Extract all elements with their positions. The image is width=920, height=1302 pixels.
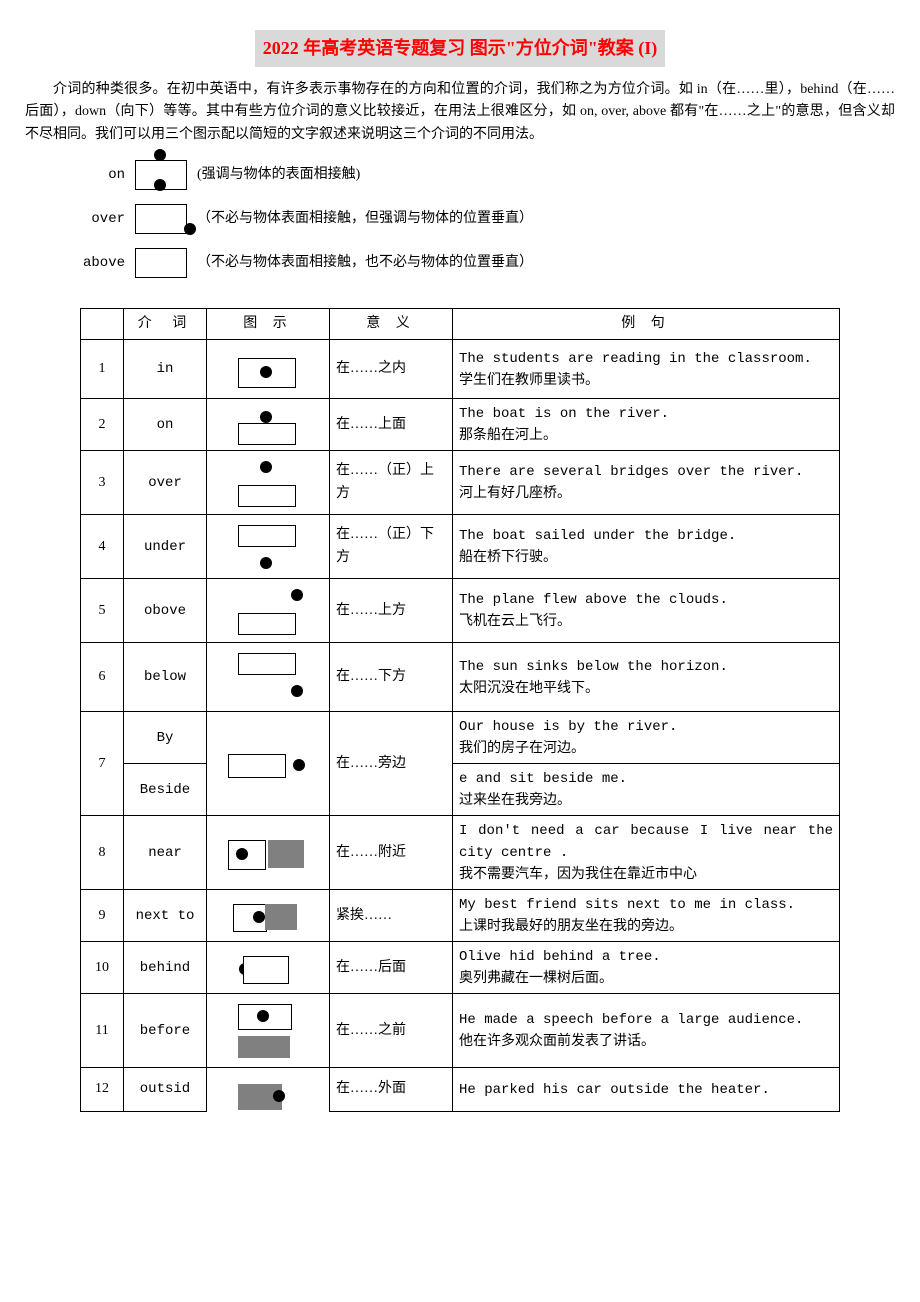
table-row: 5 obove 在……上方 The plane flew above the c… — [81, 579, 840, 643]
example-cell: There are several bridges over the river… — [453, 451, 840, 515]
example-cell: My best friend sits next to me in class.… — [453, 890, 840, 942]
prep-cell: behind — [124, 942, 207, 994]
row-num: 7 — [81, 712, 124, 816]
diagram-label: on — [65, 164, 135, 186]
diagram-over: over （不必与物体表面相接触，但强调与物体的位置垂直） — [25, 204, 895, 234]
meaning-cell: 在……之内 — [330, 340, 453, 399]
diagram-label: above — [65, 252, 135, 274]
example-cell: Olive hid behind a tree.奥列弗藏在一棵树后面。 — [453, 942, 840, 994]
prep-cell: Beside — [124, 764, 207, 816]
diagram-under-icon — [213, 519, 323, 574]
row-num: 3 — [81, 451, 124, 515]
table-row: Beside e and sit beside me.过来坐在我旁边。 — [81, 764, 840, 816]
table-row: 1 in 在……之内 The students are reading in t… — [81, 340, 840, 399]
prep-cell: in — [124, 340, 207, 399]
meaning-cell: 在……上方 — [330, 579, 453, 643]
diagram-before-icon — [213, 998, 323, 1063]
diagram-text: （不必与物体表面相接触，但强调与物体的位置垂直） — [197, 208, 533, 230]
meaning-cell: 在……外面 — [330, 1068, 453, 1112]
header-blank — [81, 308, 124, 339]
header-mean: 意 义 — [330, 308, 453, 339]
diagram-in-icon — [213, 344, 323, 394]
prep-cell: over — [124, 451, 207, 515]
diagram-text: （不必与物体表面相接触，也不必与物体的位置垂直） — [197, 252, 533, 274]
dot-icon — [154, 179, 166, 191]
box-icon — [135, 248, 187, 278]
diagram-on-icon — [213, 405, 323, 445]
diagram-label: over — [65, 208, 135, 230]
table-header-row: 介 词 图 示 意 义 例 句 — [81, 308, 840, 339]
table-row: 11 before 在……之前 He made a speech before … — [81, 994, 840, 1068]
table-row: 10 behind 在……后面 Olive hid behind a tree.… — [81, 942, 840, 994]
example-cell: The students are reading in the classroo… — [453, 340, 840, 399]
row-num: 11 — [81, 994, 124, 1068]
meaning-cell: 在……上面 — [330, 399, 453, 451]
example-cell: I don't need a car because I live near t… — [453, 816, 840, 890]
prep-cell: under — [124, 515, 207, 579]
diagram-nextto-icon — [213, 896, 323, 936]
meaning-cell: 紧挨…… — [330, 890, 453, 942]
prep-cell: near — [124, 816, 207, 890]
table-row: 4 under 在……（正）下方 The boat sailed under t… — [81, 515, 840, 579]
prep-cell: on — [124, 399, 207, 451]
meaning-cell: 在……之前 — [330, 994, 453, 1068]
example-cell: The boat is on the river.那条船在河上。 — [453, 399, 840, 451]
diagram-behind-icon — [213, 948, 323, 988]
diagram-over-icon — [213, 455, 323, 510]
prep-cell: below — [124, 643, 207, 712]
diagram-below-icon — [213, 647, 323, 707]
row-num: 10 — [81, 942, 124, 994]
table-row: 2 on 在……上面 The boat is on the river.那条船在… — [81, 399, 840, 451]
row-num: 6 — [81, 643, 124, 712]
example-cell: He parked his car outside the heater. — [453, 1068, 840, 1112]
table-row: 8 near 在……附近 I don't need a car because … — [81, 816, 840, 890]
table-row: 7 By 在……旁边 Our house is by the river.我们的… — [81, 712, 840, 764]
dot-icon — [154, 149, 166, 161]
prepositions-table: 介 词 图 示 意 义 例 句 1 in 在……之内 The students … — [80, 308, 840, 1112]
diagram-near-icon — [213, 825, 323, 880]
meaning-cell: 在……后面 — [330, 942, 453, 994]
row-num: 8 — [81, 816, 124, 890]
diagram-outside-icon — [213, 1072, 323, 1107]
row-num: 4 — [81, 515, 124, 579]
meaning-cell: 在……（正）上方 — [330, 451, 453, 515]
header-ex: 例 句 — [453, 308, 840, 339]
example-cell: Our house is by the river.我们的房子在河边。 — [453, 712, 840, 764]
diagram-text: (强调与物体的表面相接触) — [197, 164, 360, 186]
prep-cell: obove — [124, 579, 207, 643]
prep-cell: outsid — [124, 1068, 207, 1112]
meaning-cell: 在……附近 — [330, 816, 453, 890]
meaning-cell: 在……旁边 — [330, 712, 453, 816]
row-num: 2 — [81, 399, 124, 451]
prep-cell: By — [124, 712, 207, 764]
header-diag: 图 示 — [207, 308, 330, 339]
diagram-above-icon — [213, 583, 323, 638]
row-num: 1 — [81, 340, 124, 399]
example-cell: He made a speech before a large audience… — [453, 994, 840, 1068]
example-cell: The sun sinks below the horizon.太阳沉没在地平线… — [453, 643, 840, 712]
table-row: 3 over 在……（正）上方 There are several bridge… — [81, 451, 840, 515]
table-row: 9 next to 紧挨…… My best friend sits next … — [81, 890, 840, 942]
row-num: 5 — [81, 579, 124, 643]
row-num: 12 — [81, 1068, 124, 1112]
header-prep: 介 词 — [124, 308, 207, 339]
table-row: 12 outsid 在……外面 He parked his car outsid… — [81, 1068, 840, 1112]
example-cell: The plane flew above the clouds.飞机在云上飞行。 — [453, 579, 840, 643]
row-num: 9 — [81, 890, 124, 942]
diagram-by-icon — [213, 729, 323, 799]
meaning-cell: 在……（正）下方 — [330, 515, 453, 579]
example-cell: The boat sailed under the bridge.船在桥下行驶。 — [453, 515, 840, 579]
diagram-above: above （不必与物体表面相接触，也不必与物体的位置垂直） — [25, 248, 895, 278]
page-title: 2022 年高考英语专题复习 图示"方位介词"教案 (I) — [255, 30, 665, 67]
prep-cell: before — [124, 994, 207, 1068]
box-icon — [135, 204, 187, 234]
example-cell: e and sit beside me.过来坐在我旁边。 — [453, 764, 840, 816]
dot-icon — [184, 223, 196, 235]
prep-cell: next to — [124, 890, 207, 942]
table-row: 6 below 在……下方 The sun sinks below the ho… — [81, 643, 840, 712]
intro-paragraph: 介词的种类很多。在初中英语中，有许多表示事物存在的方向和位置的介词，我们称之为方… — [25, 79, 895, 146]
meaning-cell: 在……下方 — [330, 643, 453, 712]
